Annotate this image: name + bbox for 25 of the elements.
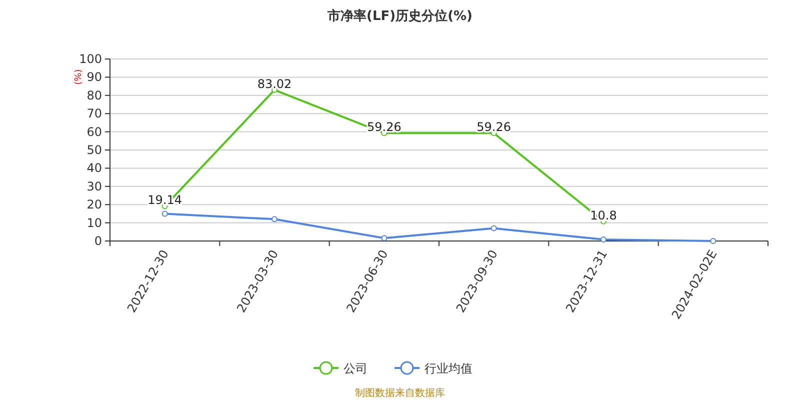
point [381, 235, 388, 242]
point [162, 210, 168, 217]
y-tick-label: 40 [86, 161, 102, 176]
y-tick-label: 30 [86, 179, 102, 194]
legend-label: 公司 [344, 362, 368, 376]
y-tick-label: 100 [79, 52, 102, 66]
y-tick-label: 90 [86, 70, 102, 84]
y-tick-label: 80 [86, 88, 102, 102]
y-tick-label: 70 [86, 106, 102, 121]
y-tick-label: 50 [86, 143, 102, 157]
y-tick-label: 10 [86, 216, 102, 230]
data-label: 59.26 [366, 120, 402, 134]
legend-label: 行业均值 [424, 362, 472, 376]
data-label: 59.26 [476, 120, 512, 134]
y-tick-label: 20 [86, 198, 102, 212]
point [272, 216, 278, 222]
point [600, 236, 606, 243]
data-label: 83.02 [257, 76, 292, 91]
y-tick-label: 0 [94, 234, 102, 248]
chart-title: 市净率(LF)历史分位(%) [326, 8, 472, 24]
y-tick-label: 60 [86, 124, 102, 139]
point [490, 225, 497, 232]
point [710, 238, 716, 244]
text: 制图数据来自数据库 [355, 387, 445, 399]
y-axis-title: (%) [74, 69, 84, 85]
